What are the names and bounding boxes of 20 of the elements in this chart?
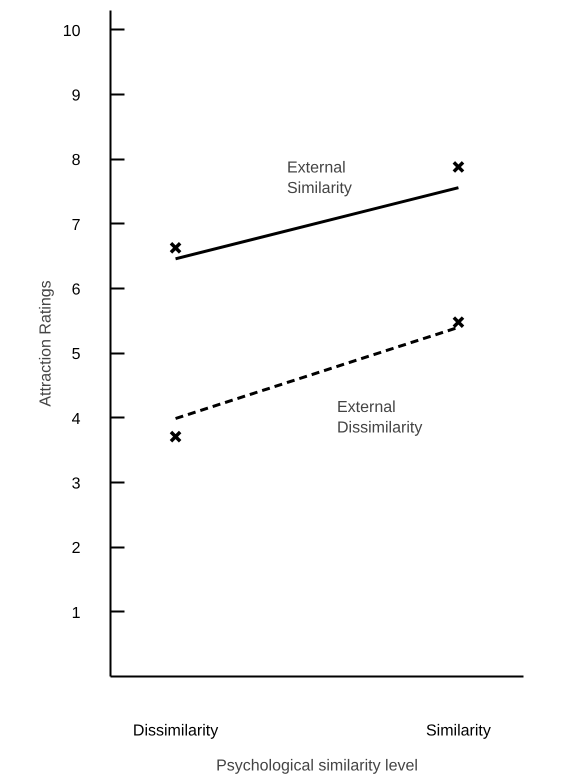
point [452, 160, 465, 174]
x-axis-title: Psychological similarity level [216, 758, 418, 774]
y-tick-label: 4 [72, 410, 81, 428]
y-axis-title: Attraction Ratings [38, 280, 55, 407]
series-label: External Similarity [287, 160, 352, 197]
y-tick-label: 10 [62, 22, 81, 40]
x-tick-label: Dissimilarity [132, 722, 218, 740]
point [169, 241, 182, 254]
x-tick-label: Similarity [426, 722, 491, 740]
y-tick-label: 1 [72, 604, 81, 622]
point [169, 430, 182, 443]
series-label: External Dissimilarity [337, 399, 422, 437]
y-tick-label: 2 [72, 540, 81, 558]
y-tick-label: 6 [72, 282, 81, 299]
y-tick-label: 9 [72, 88, 81, 105]
y-tick-label: 3 [72, 476, 81, 493]
y-tick-label: 7 [72, 216, 81, 234]
y-tick-label: 5 [72, 346, 81, 364]
point [452, 316, 465, 329]
y-tick-label: 8 [72, 152, 81, 170]
